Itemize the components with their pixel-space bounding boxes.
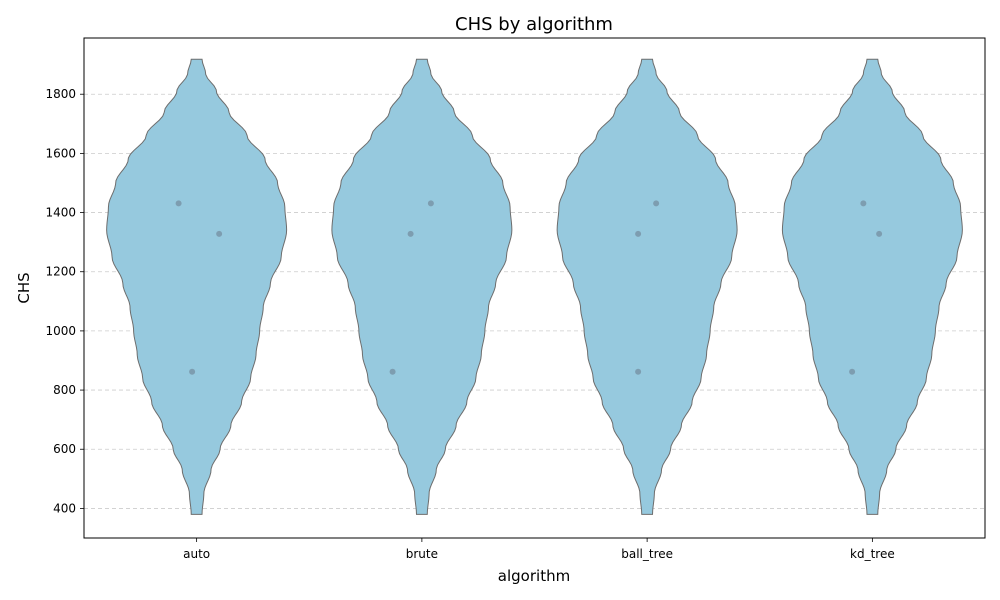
data-point-brute xyxy=(407,230,414,237)
y-tick-label: 1400 xyxy=(45,206,76,220)
data-point-ball_tree xyxy=(635,368,642,375)
data-point-auto xyxy=(175,200,182,207)
data-point-kd_tree xyxy=(849,368,856,375)
data-point-brute xyxy=(389,368,396,375)
data-point-ball_tree xyxy=(635,230,642,237)
data-point-auto xyxy=(216,230,223,237)
x-tick-label-brute: brute xyxy=(406,547,438,561)
y-tick-label: 1000 xyxy=(45,324,76,338)
y-tick-label: 1200 xyxy=(45,265,76,279)
x-tick-label-ball_tree: ball_tree xyxy=(621,547,673,561)
y-tick-label: 800 xyxy=(53,383,76,397)
x-axis-title: algorithm xyxy=(498,567,570,585)
violin-auto xyxy=(106,58,288,515)
violin-ball_tree xyxy=(556,58,738,515)
x-tick-label-auto: auto xyxy=(183,547,210,561)
data-point-ball_tree xyxy=(653,200,660,207)
y-tick-label: 1800 xyxy=(45,87,76,101)
violin-kd_tree xyxy=(781,58,963,515)
data-point-brute xyxy=(427,200,434,207)
data-points xyxy=(175,200,883,375)
data-point-kd_tree xyxy=(860,200,867,207)
x-tick-label-kd_tree: kd_tree xyxy=(850,547,895,561)
data-point-kd_tree xyxy=(876,230,883,237)
y-axis-title: CHS xyxy=(15,272,33,303)
plot-frame xyxy=(83,37,986,539)
y-tick-label: 600 xyxy=(53,442,76,456)
axes: 400 600 800 1000 1200 1400 1600 1800 auto brute ba… xyxy=(45,37,986,561)
chart-title: CHS by algorithm xyxy=(455,14,613,35)
violins xyxy=(106,58,963,515)
y-tick-label: 1600 xyxy=(45,146,76,160)
data-point-auto xyxy=(189,368,196,375)
violin-brute xyxy=(331,58,513,515)
y-tick-label: 400 xyxy=(53,501,76,515)
